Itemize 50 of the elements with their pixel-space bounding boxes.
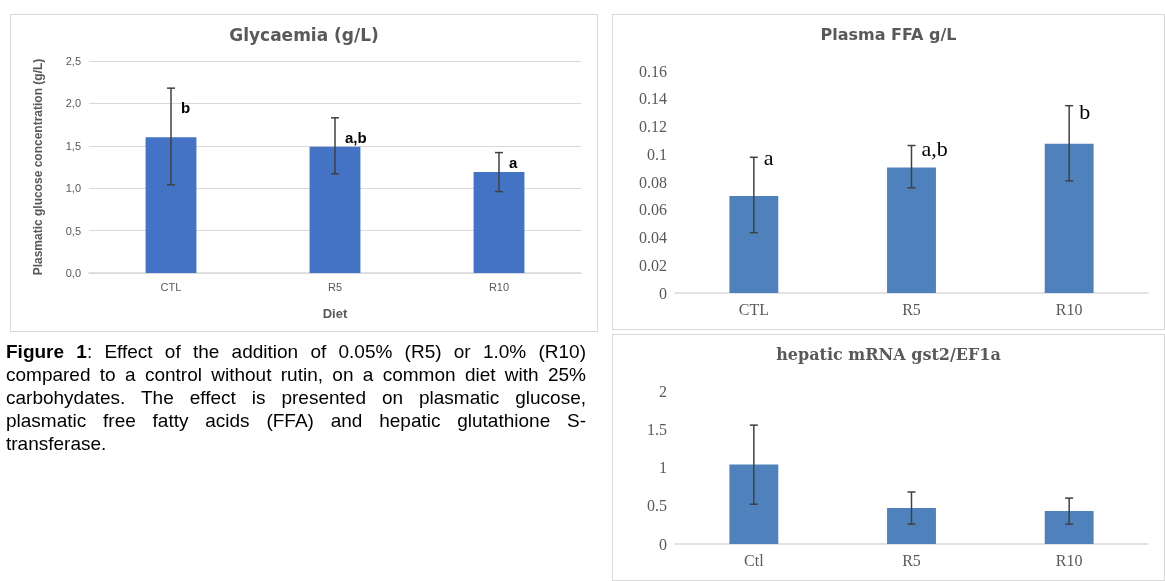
y-tick-label: 2,0 [65,97,81,110]
chart-title: Glycaemia (g/L) [229,24,379,45]
bar [473,172,525,273]
annotation: a [509,154,518,172]
bar [1044,511,1094,544]
bar [887,508,936,544]
y-tick-label: 0.06 [639,201,667,219]
x-tick-label: R10 [488,280,510,293]
y-tick-label: 2,5 [65,55,81,67]
annotation: b [181,99,191,117]
y-tick-label: 0.5 [647,497,667,515]
y-tick-label: 0 [659,284,667,302]
caption: Figure 1: Effect of the addition of 0.05% (R5) or 1.0% (R10) compared to a control without rutin, on a common diet with 25% carbohydates. The effect is presented on plasmatic glucose, plasmatic free fatty acids (FFA) and hepatic glutathione S-transferase. [6,340,586,455]
y-tick-label: 0.04 [639,229,667,246]
y-tick-label: 1.5 [647,420,667,438]
y-tick-label: 1 [659,459,667,476]
y-tick-label: 2 [659,382,667,400]
annotation: b [1079,98,1091,124]
annotation: a,b [921,136,948,162]
y-tick-label: 0 [659,535,667,553]
chart-title: Plasma FFA g/L [820,24,957,44]
y-tick-label: 0,5 [65,224,81,237]
y-tick-label: 0.14 [639,90,667,108]
annotation: a,b [345,128,367,146]
y-tick-label: 0.12 [639,118,667,135]
x-tick-label: R10 [1055,300,1083,318]
y-tick-label: 1,0 [65,182,81,195]
x-axis-title: Diet [322,306,348,321]
bar [887,167,936,293]
bar [145,137,197,273]
y-tick-label: 0.02 [639,256,667,274]
x-tick-label: CTL [160,280,182,293]
y-tick-label: 0,0 [65,267,81,279]
x-tick-label: Ctl [744,551,765,569]
bar [1044,143,1094,293]
x-tick-label: R5 [327,280,343,293]
x-tick-label: R5 [902,300,921,318]
bar [309,146,361,273]
chart-title: hepatic mRNA gst2/EF1a [776,344,1001,364]
x-tick-label: CTL [738,300,769,318]
y-tick-label: 0.1 [647,145,667,163]
annotation: a [763,144,774,170]
y-tick-label: 1,5 [65,139,81,152]
x-tick-label: R10 [1055,551,1083,569]
y-axis-title: Plasmatic glucose concentration (g/L) [31,58,45,276]
y-tick-label: 0.08 [639,173,667,191]
x-tick-label: R5 [902,551,921,569]
bar [729,464,779,544]
bar [729,195,779,293]
y-tick-label: 0.16 [639,62,667,80]
